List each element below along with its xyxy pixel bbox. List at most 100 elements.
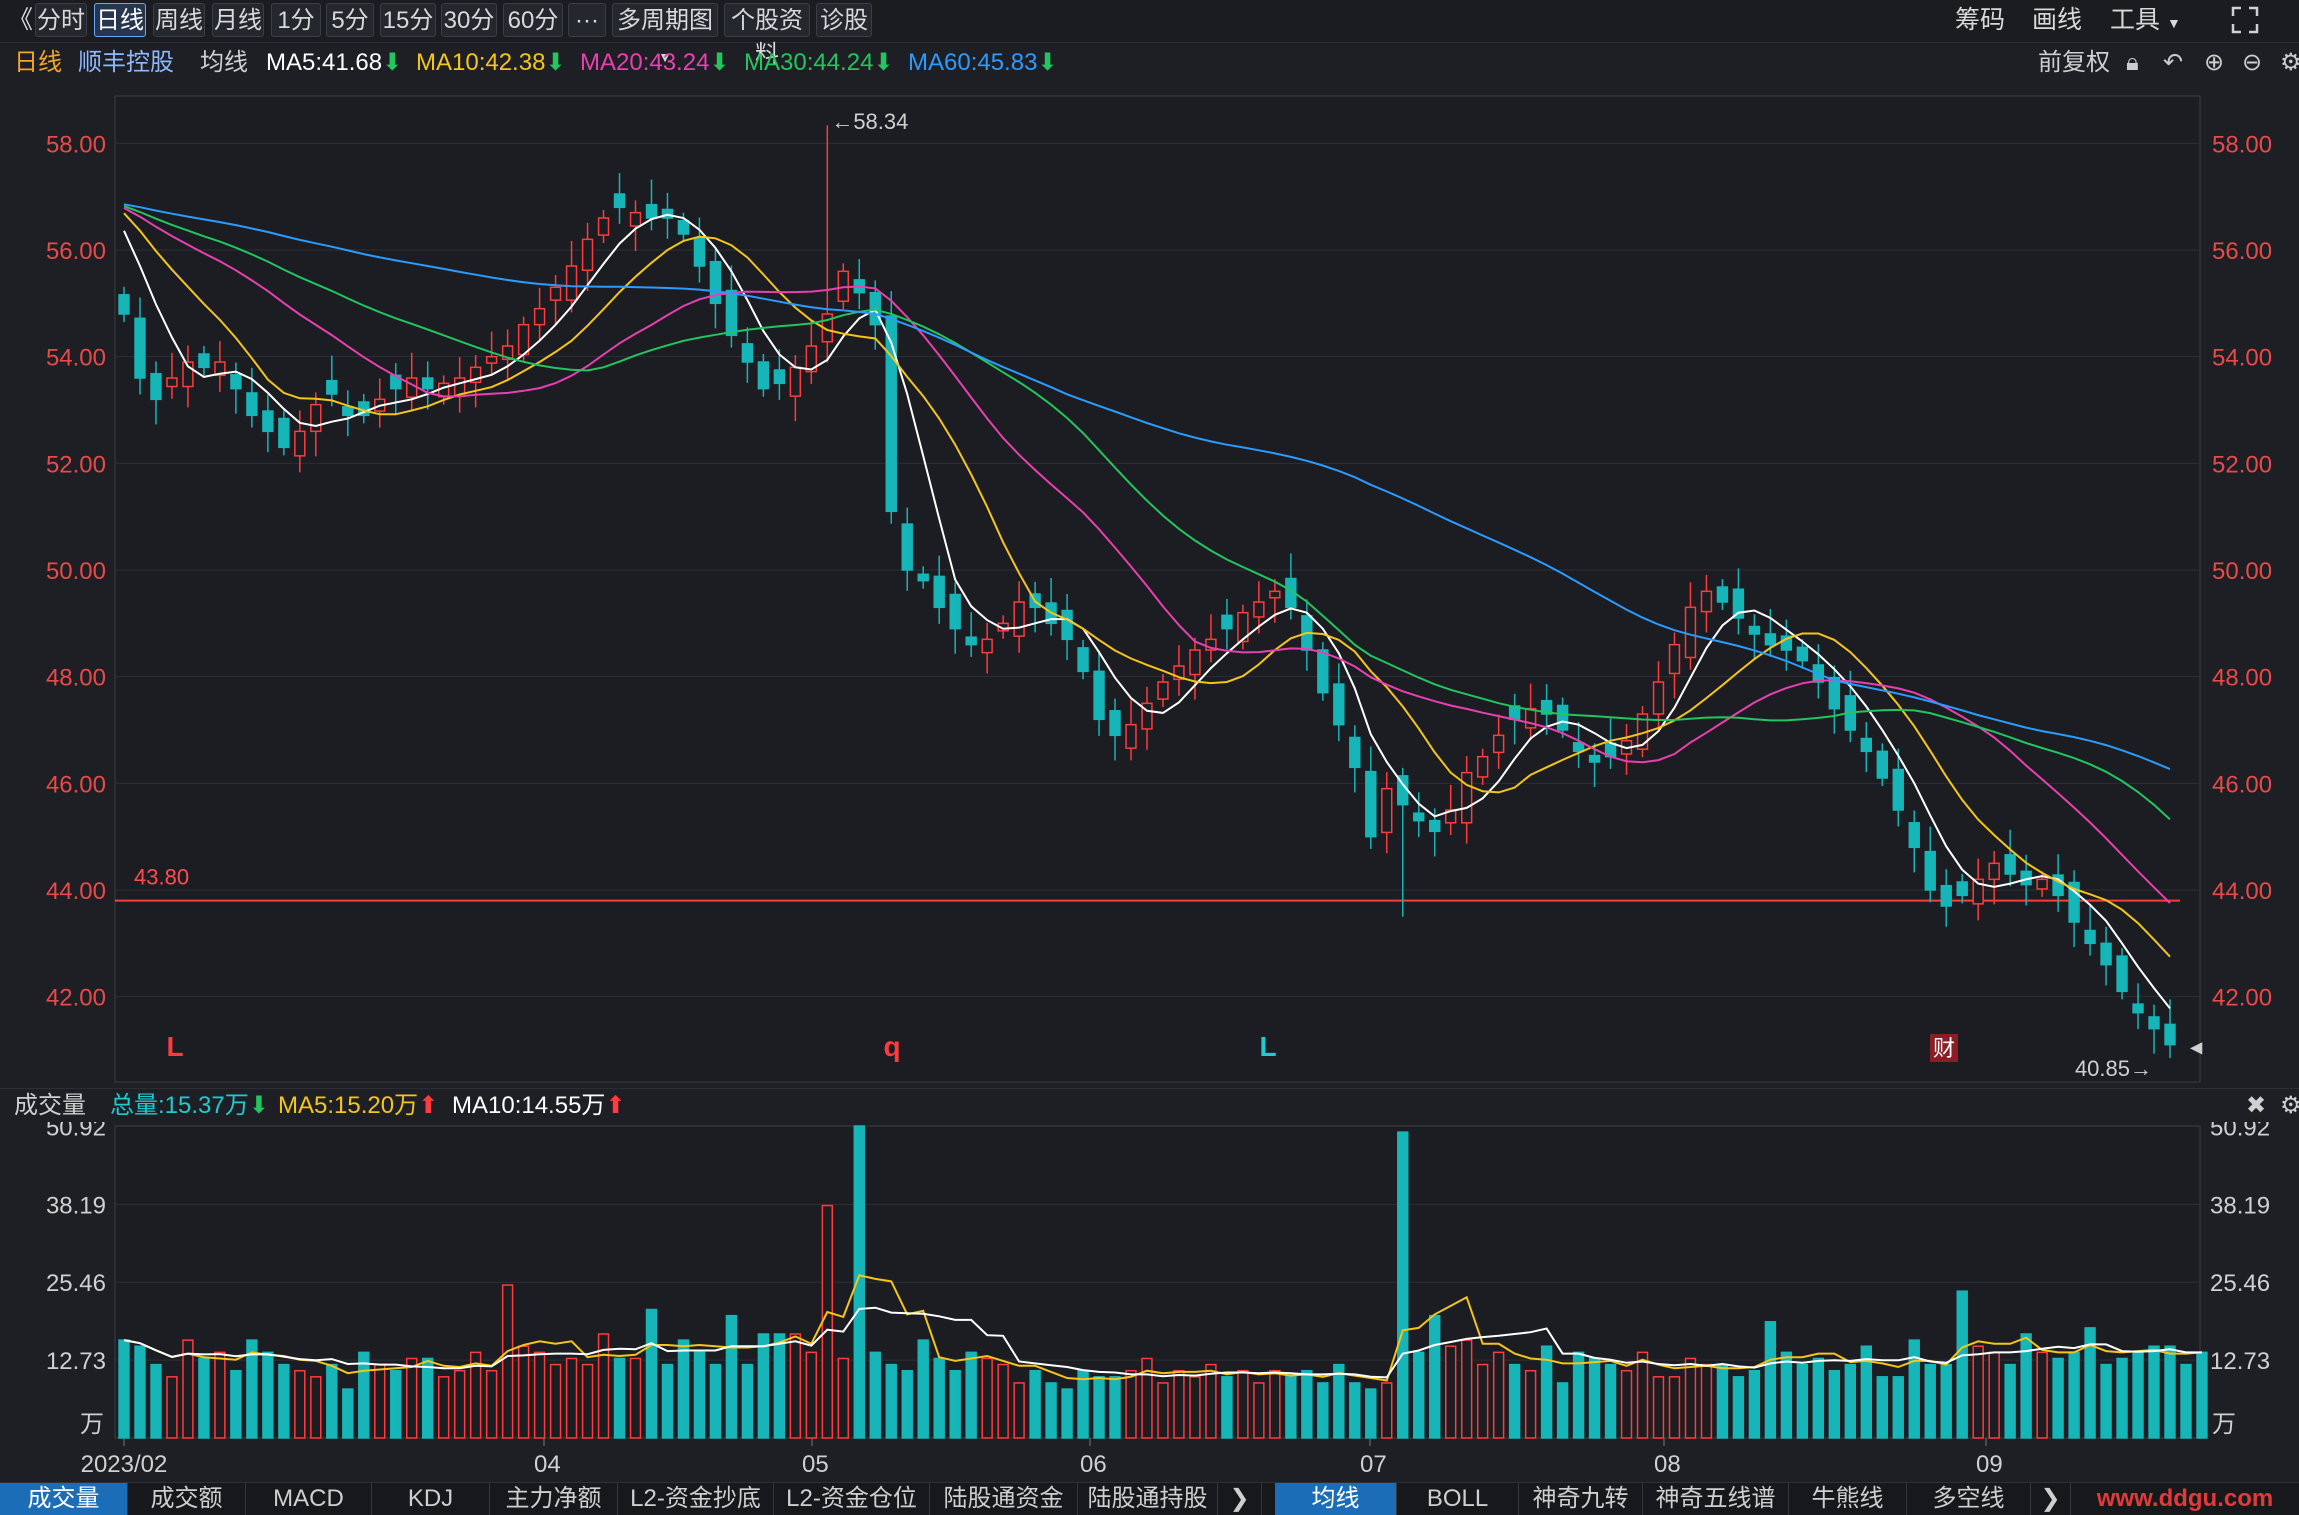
candle-down — [2116, 955, 2128, 993]
y-tick-right: 46.00 — [2212, 771, 2272, 798]
volume-bar-up — [1444, 1345, 1457, 1439]
tab-daily[interactable]: 日线 — [94, 3, 146, 37]
volume-y-tick-right: 12.73 — [2210, 1348, 2270, 1375]
candle-up — [182, 361, 194, 388]
tab-l2-position[interactable]: L2-资金仓位 — [774, 1483, 930, 1515]
zoom-in-icon[interactable]: ⊕ — [2204, 49, 2225, 76]
tab-macd[interactable]: MACD — [246, 1483, 372, 1515]
volume-bar-down — [230, 1369, 242, 1439]
volume-chart[interactable]: 50.92 50.92 38.19 38.19 25.46 25.46 12.73 12.73… — [0, 1122, 2299, 1482]
candle-up — [214, 361, 226, 377]
volume-ma10: MA10:14.55万⬆ — [452, 1092, 626, 1119]
candlestick-chart[interactable]: 58.00 58.00 56.00 56.00 54.00 54.00 52.00 52.00… — [0, 82, 2299, 1086]
collapse-left-icon[interactable]: 《 — [8, 6, 34, 34]
lock-icon[interactable]: 🔒︎ — [2126, 49, 2139, 76]
tab-60min[interactable]: 60分 — [503, 3, 563, 37]
volume-bar-up — [981, 1357, 993, 1439]
ma-legend: 日线 顺丰控股 均线 MA5:41.68⬇ MA10:42.38⬇ MA20:4… — [0, 45, 2299, 81]
candle-down — [1077, 647, 1089, 673]
avg-label[interactable]: 均线 — [200, 49, 248, 76]
diagnose-button[interactable]: 诊股 — [816, 3, 872, 37]
tab-hk-connect-funds[interactable]: 陆股通资金 — [930, 1483, 1078, 1515]
candle-down — [230, 374, 242, 390]
candle-up — [406, 377, 418, 398]
tab-magic-nine[interactable]: 神奇九转 — [1519, 1483, 1643, 1515]
volume-bar-up — [1636, 1351, 1649, 1439]
volume-bar-up — [1381, 1382, 1393, 1439]
chevron-right-icon[interactable]: ❯ — [2031, 1483, 2071, 1515]
volume-bar-down — [1796, 1363, 1809, 1439]
tab-ma[interactable]: 均线 — [1275, 1483, 1397, 1515]
stock-name[interactable]: 顺丰控股 — [78, 49, 174, 76]
tab-long-short[interactable]: 多空线 — [1907, 1483, 2031, 1515]
candle-down — [1924, 850, 1936, 891]
candle-down — [1892, 768, 1904, 811]
volume-bar-down — [1029, 1369, 1041, 1439]
volume-y-tick-right: 25.46 — [2210, 1270, 2270, 1297]
stock-info-button[interactable]: 个股资料 — [724, 3, 810, 68]
candle-down — [1572, 742, 1585, 753]
tab-5min[interactable]: 5分 — [326, 3, 374, 37]
y-tick-right: 42.00 — [2212, 985, 2272, 1012]
zoom-out-icon[interactable]: ⊖ — [2242, 49, 2263, 76]
volume-bar-down — [2116, 1357, 2128, 1439]
tab-magic-five[interactable]: 神奇五线谱 — [1643, 1483, 1789, 1515]
tab-15min[interactable]: 15分 — [380, 3, 436, 37]
fullscreen-icon[interactable] — [2230, 5, 2260, 35]
settings-icon[interactable]: ⚙ — [2280, 49, 2299, 76]
volume-legend: 成交量 总量:15.37万⬇ MA5:15.20万⬆ MA10:14.55万⬆ … — [0, 1088, 2299, 1123]
chevron-right-icon[interactable]: ❯ — [1218, 1483, 1262, 1515]
multi-period-label: 多周期图 — [617, 7, 713, 34]
undo-icon[interactable]: ↶ — [2163, 49, 2184, 76]
ma60-line — [123, 203, 2171, 771]
tab-bull-bear[interactable]: 牛熊线 — [1789, 1483, 1907, 1515]
candle-down — [709, 260, 722, 305]
ma5-line — [123, 213, 2171, 1010]
up-arrow-icon: ⬆ — [605, 1092, 626, 1119]
tab-weekly[interactable]: 周线 — [153, 3, 205, 37]
candle-up — [501, 345, 514, 361]
tab-1min[interactable]: 1分 — [271, 3, 321, 37]
tab-turnover[interactable]: 成交额 — [128, 1483, 246, 1515]
tab-30min[interactable]: 30分 — [441, 3, 497, 37]
volume-bar-down — [1365, 1388, 1377, 1439]
tab-hk-connect-holding[interactable]: 陆股通持股 — [1078, 1483, 1218, 1515]
tab-volume[interactable]: 成交量 — [0, 1483, 128, 1515]
candle-up — [1381, 787, 1393, 834]
y-tick-left: 46.00 — [46, 771, 106, 798]
tab-main-net[interactable]: 主力净额 — [490, 1483, 618, 1515]
candle-down — [1349, 736, 1361, 769]
volume-bar-down — [1301, 1369, 1313, 1439]
tab-l2-bottom[interactable]: L2-资金抄底 — [618, 1483, 774, 1515]
indicator-manage[interactable]: www.ddgu.com — [2071, 1483, 2299, 1515]
more-periods-button[interactable]: ··· — [568, 3, 606, 37]
volume-unit-right: 万 — [2212, 1411, 2236, 1438]
candle-down — [1317, 649, 1329, 694]
tools-dropdown[interactable]: 工具 ▼ — [2110, 3, 2181, 37]
candle-up — [1492, 734, 1505, 754]
volume-bar-down — [1221, 1376, 1233, 1439]
candle-up — [166, 377, 178, 388]
tab-monthly[interactable]: 月线 — [212, 3, 264, 37]
settings-icon[interactable]: ⚙ — [2280, 1092, 2299, 1119]
volume-bar-down — [773, 1333, 786, 1439]
tab-intraday[interactable]: 分时 — [35, 3, 87, 37]
candle-down — [933, 575, 945, 609]
volume-bar-up — [1173, 1369, 1185, 1439]
tab-boll[interactable]: BOLL — [1397, 1483, 1519, 1515]
ma10-line — [123, 212, 2171, 958]
draw-button[interactable]: 画线 — [2032, 6, 2083, 34]
volume-bar-up — [565, 1357, 578, 1439]
candle-up — [2036, 878, 2048, 890]
tab-kdj[interactable]: KDJ — [372, 1483, 490, 1515]
volume-bar-down — [1397, 1131, 1409, 1439]
volume-bar-up — [1125, 1369, 1137, 1439]
multi-period-dropdown[interactable]: 多周期图 ▼ — [612, 3, 718, 65]
chips-button[interactable]: 筹码 — [1955, 6, 2006, 34]
volume-bar-down — [853, 1125, 865, 1439]
candle-up — [805, 345, 818, 373]
volume-bar-down — [134, 1345, 146, 1439]
close-icon[interactable]: ✖ — [2246, 1092, 2267, 1119]
volume-bar-down — [1349, 1382, 1361, 1439]
adjust-mode[interactable]: 前复权 — [2038, 49, 2110, 76]
